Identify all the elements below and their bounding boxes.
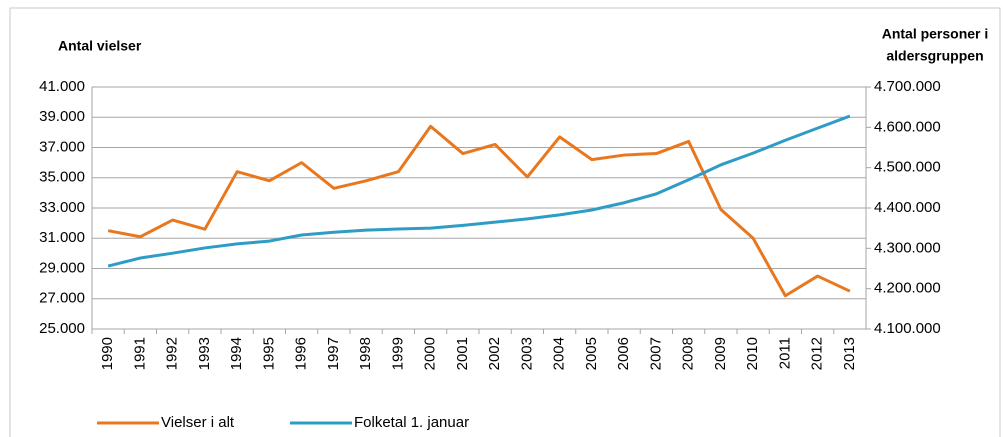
chart-border: [9, 7, 1001, 437]
x-tick-label: 2000: [422, 337, 439, 370]
series-line: [107, 114, 851, 268]
y-tick-label: 39.000: [39, 108, 85, 125]
x-tick-label: 2005: [583, 337, 600, 370]
x-tick-label: 1994: [228, 337, 245, 370]
y-tick-label: 37.000: [39, 138, 85, 155]
y-tick-label: 31.000: [39, 229, 85, 246]
x-tick-label: 1998: [357, 337, 374, 370]
legend-label: Folketal 1. januar: [354, 414, 469, 431]
x-tick-label: 2012: [809, 337, 826, 370]
x-tick-label: 1990: [99, 337, 116, 370]
x-tick-label: 2007: [647, 337, 664, 370]
y-tick-label: 33.000: [39, 199, 85, 216]
x-tick-label: 1997: [325, 337, 342, 370]
x-tick-label: 2010: [744, 337, 761, 370]
legend-label: Vielser i alt: [161, 414, 235, 431]
x-tick-label: 1996: [293, 337, 310, 370]
x-tick-label: 2008: [680, 337, 697, 370]
x-tick-label: 2002: [486, 337, 503, 370]
x-tick-label: 2001: [454, 337, 471, 370]
x-tick-label: 2013: [841, 337, 858, 370]
y2-tick-label: 4.400.000: [874, 199, 941, 216]
y-tick-label: 41.000: [39, 78, 85, 95]
x-tick-label: 2011: [776, 337, 793, 369]
y-tick-label: 25.000: [39, 320, 85, 337]
x-tick-label: 1995: [260, 337, 277, 370]
y2-tick-label: 4.100.000: [874, 320, 941, 337]
series-line: [107, 124, 851, 298]
y2-tick-label: 4.600.000: [874, 118, 941, 135]
x-tick-label: 2009: [712, 337, 729, 370]
y2-tick-label: 4.700.000: [874, 78, 941, 95]
x-tick-label: 1992: [164, 337, 181, 370]
x-tick-label: 2003: [518, 337, 535, 370]
x-tick-label: 1999: [389, 337, 406, 370]
y2-tick-label: 4.300.000: [874, 239, 941, 256]
x-tick-label: 2004: [551, 337, 568, 370]
y-tick-label: 35.000: [39, 169, 85, 186]
y2-tick-label: 4.500.000: [874, 159, 941, 176]
x-tick-label: 1991: [131, 337, 148, 370]
x-tick-label: 1993: [196, 337, 213, 370]
y2-axis-title: aldersgruppen: [886, 48, 983, 64]
y-axis-title: Antal vielser: [58, 38, 142, 54]
y2-tick-label: 4.200.000: [874, 280, 941, 297]
y-tick-label: 27.000: [39, 290, 85, 307]
y2-axis-title: Antal personer i: [882, 26, 989, 42]
y-tick-label: 29.000: [39, 259, 85, 276]
x-tick-label: 2006: [615, 337, 632, 370]
